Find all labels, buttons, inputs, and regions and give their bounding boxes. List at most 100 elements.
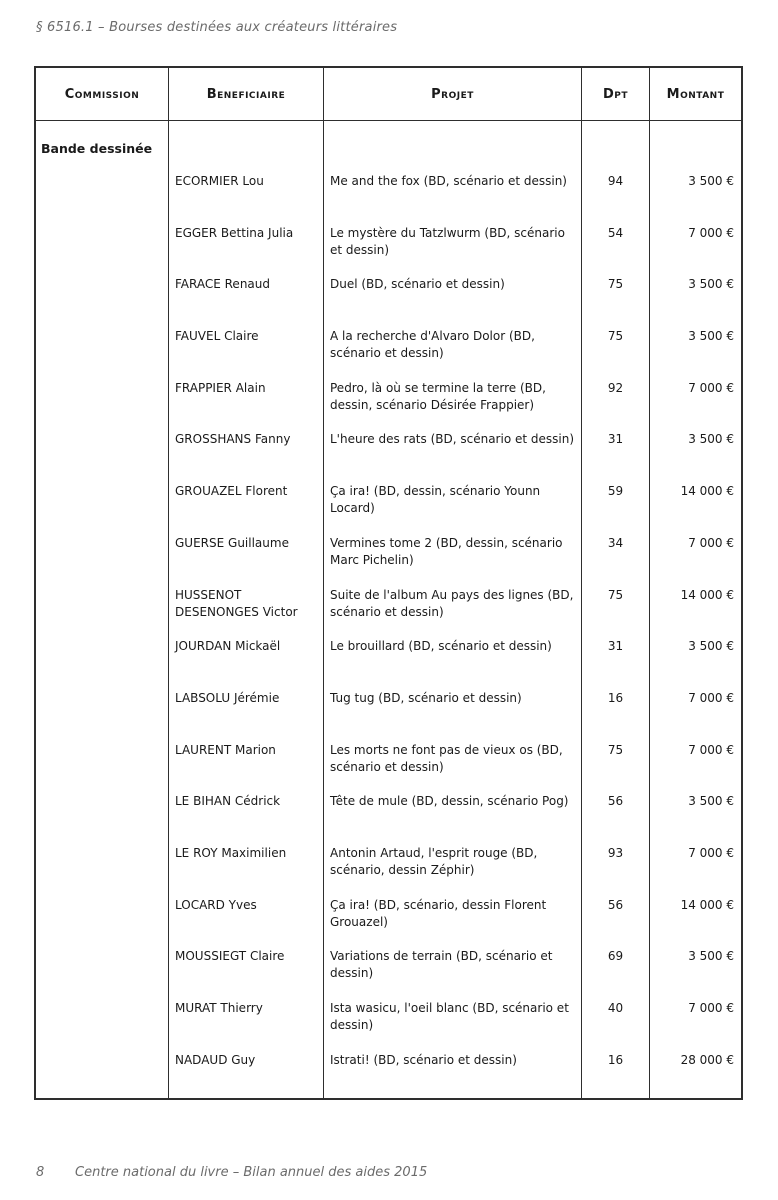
- dpt-cell: 94: [582, 167, 650, 219]
- dpt-cell: 56: [582, 890, 650, 943]
- table-row: NADAUD Guy Istrati! (BD, scénario et des…: [36, 1045, 741, 1098]
- dpt-cell: 75: [582, 322, 650, 374]
- beneficiaire-cell: FRAPPIER Alain: [169, 373, 324, 426]
- beneficiaire-cell: MOUSSIEGT Claire: [169, 942, 324, 994]
- projet-cell: Antonin Artaud, l'esprit rouge (BD, scén…: [324, 838, 582, 891]
- column-header-commission: Commission: [36, 68, 169, 120]
- table-row: GROUAZEL Florent Ça ira! (BD, dessin, sc…: [36, 477, 741, 529]
- montant-cell: 3 500 €: [688, 174, 734, 188]
- montant-cell: 7 000 €: [688, 535, 734, 550]
- beneficiaire-cell: LE ROY Maximilien: [169, 838, 324, 891]
- montant-cell: 28 000 €: [680, 1052, 734, 1067]
- montant-cell: 14 000 €: [680, 897, 734, 912]
- dpt-cell: 75: [582, 735, 650, 788]
- commission-group-row: Bande dessinée: [36, 121, 741, 167]
- projet-cell: Tête de mule (BD, dessin, scénario Pog): [324, 787, 582, 839]
- table-body: Bande dessinée ECORMIER Lou Me and the f…: [36, 121, 741, 1098]
- montant-cell: 7 000 €: [688, 845, 734, 860]
- beneficiaire-cell: GROUAZEL Florent: [169, 477, 324, 529]
- projet-cell: Vermines tome 2 (BD, dessin, scénario Ma…: [324, 528, 582, 581]
- montant-cell: 3 500 €: [688, 432, 734, 447]
- table-row: GUERSE Guillaume Vermines tome 2 (BD, de…: [36, 528, 741, 581]
- beneficiaire-cell: NADAUD Guy: [169, 1045, 324, 1098]
- commission-group-label: Bande dessinée: [36, 121, 169, 167]
- projet-cell: A la recherche d'Alvaro Dolor (BD, scéna…: [324, 322, 582, 374]
- dpt-cell: 93: [582, 838, 650, 891]
- montant-cell: 7 000 €: [688, 380, 734, 395]
- dpt-cell: 92: [582, 373, 650, 426]
- grants-table: Commission Beneficiaire Projet Dpt Monta…: [34, 66, 743, 1100]
- beneficiaire-cell: MURAT Thierry: [169, 994, 324, 1046]
- column-header-dpt: Dpt: [582, 68, 650, 120]
- montant-cell: 7 000 €: [688, 1001, 734, 1015]
- dpt-cell: 16: [582, 683, 650, 736]
- montant-cell: 3 500 €: [688, 949, 734, 964]
- dpt-cell: 34: [582, 528, 650, 581]
- table-row: MOUSSIEGT Claire Variations de terrain (…: [36, 942, 741, 994]
- table-row: FRAPPIER Alain Pedro, là où se termine l…: [36, 373, 741, 426]
- dpt-cell: 16: [582, 1045, 650, 1098]
- montant-cell: 3 500 €: [688, 639, 734, 654]
- beneficiaire-cell: GROSSHANS Fanny: [169, 425, 324, 478]
- projet-cell: Ça ira! (BD, dessin, scénario Younn Loca…: [324, 477, 582, 529]
- dpt-cell: 31: [582, 632, 650, 684]
- projet-cell: Suite de l'album Au pays des lignes (BD,…: [324, 580, 582, 633]
- table-row: HUSSENOT DESENONGES Victor Suite de l'al…: [36, 580, 741, 633]
- beneficiaire-cell: HUSSENOT DESENONGES Victor: [169, 580, 324, 633]
- beneficiaire-cell: LAURENT Marion: [169, 735, 324, 788]
- montant-cell: 3 500 €: [688, 277, 734, 292]
- dpt-cell: 75: [582, 580, 650, 633]
- beneficiaire-cell: GUERSE Guillaume: [169, 528, 324, 581]
- projet-cell: Variations de terrain (BD, scénario et d…: [324, 942, 582, 994]
- table-row: MURAT Thierry Ista wasicu, l'oeil blanc …: [36, 994, 741, 1046]
- dpt-cell: 59: [582, 477, 650, 529]
- projet-cell: Istrati! (BD, scénario et dessin): [324, 1045, 582, 1098]
- projet-cell: Ista wasicu, l'oeil blanc (BD, scénario …: [324, 994, 582, 1046]
- beneficiaire-cell: EGGER Bettina Julia: [169, 218, 324, 271]
- column-header-projet: Projet: [324, 68, 582, 120]
- beneficiaire-cell: FARACE Renaud: [169, 270, 324, 323]
- projet-cell: Ça ira! (BD, scénario, dessin Florent Gr…: [324, 890, 582, 943]
- footer-page-number: 8: [36, 1165, 45, 1180]
- beneficiaire-cell: LOCARD Yves: [169, 890, 324, 943]
- montant-cell: 3 500 €: [688, 794, 734, 809]
- footer-text: Centre national du livre – Bilan annuel …: [75, 1165, 428, 1180]
- projet-cell: L'heure des rats (BD, scénario et dessin…: [324, 425, 582, 478]
- table-row: LAURENT Marion Les morts ne font pas de …: [36, 735, 741, 788]
- dpt-cell: 40: [582, 994, 650, 1046]
- montant-cell: 7 000 €: [688, 742, 734, 757]
- dpt-cell: 75: [582, 270, 650, 323]
- column-header-montant: Montant: [666, 86, 725, 102]
- montant-cell: 3 500 €: [688, 329, 734, 344]
- projet-cell: Duel (BD, scénario et dessin): [324, 270, 582, 323]
- dpt-cell: 69: [582, 942, 650, 994]
- projet-cell: Tug tug (BD, scénario et dessin): [324, 683, 582, 736]
- beneficiaire-cell: ECORMIER Lou: [169, 167, 324, 219]
- table-row: LABSOLU Jérémie Tug tug (BD, scénario et…: [36, 683, 741, 736]
- beneficiaire-cell: LABSOLU Jérémie: [169, 683, 324, 736]
- table-row: ECORMIER Lou Me and the fox (BD, scénari…: [36, 167, 741, 219]
- table-row: FAUVEL Claire A la recherche d'Alvaro Do…: [36, 322, 741, 374]
- column-header-beneficiaire: Beneficiaire: [169, 68, 324, 120]
- dpt-cell: 31: [582, 425, 650, 478]
- dpt-cell: 54: [582, 218, 650, 271]
- projet-cell: Les morts ne font pas de vieux os (BD, s…: [324, 735, 582, 788]
- table-row: GROSSHANS Fanny L'heure des rats (BD, sc…: [36, 425, 741, 478]
- beneficiaire-cell: FAUVEL Claire: [169, 322, 324, 374]
- projet-cell: Le mystère du Tatzlwurm (BD, scénario et…: [324, 218, 582, 271]
- section-title: § 6516.1 – Bourses destinées aux créateu…: [36, 20, 398, 35]
- table-row: FARACE Renaud Duel (BD, scénario et dess…: [36, 270, 741, 323]
- projet-cell: Me and the fox (BD, scénario et dessin): [324, 167, 582, 219]
- montant-cell: 14 000 €: [680, 587, 734, 602]
- beneficiaire-cell: LE BIHAN Cédrick: [169, 787, 324, 839]
- montant-cell: 7 000 €: [688, 225, 734, 240]
- montant-cell: 14 000 €: [680, 484, 734, 499]
- table-filler-row: [36, 1097, 741, 1098]
- projet-cell: Pedro, là où se termine la terre (BD, de…: [324, 373, 582, 426]
- table-row: LOCARD Yves Ça ira! (BD, scénario, dessi…: [36, 890, 741, 943]
- table-row: LE BIHAN Cédrick Tête de mule (BD, dessi…: [36, 787, 741, 839]
- table-row: LE ROY Maximilien Antonin Artaud, l'espr…: [36, 838, 741, 891]
- montant-cell: 7 000 €: [688, 690, 734, 705]
- projet-cell: Le brouillard (BD, scénario et dessin): [324, 632, 582, 684]
